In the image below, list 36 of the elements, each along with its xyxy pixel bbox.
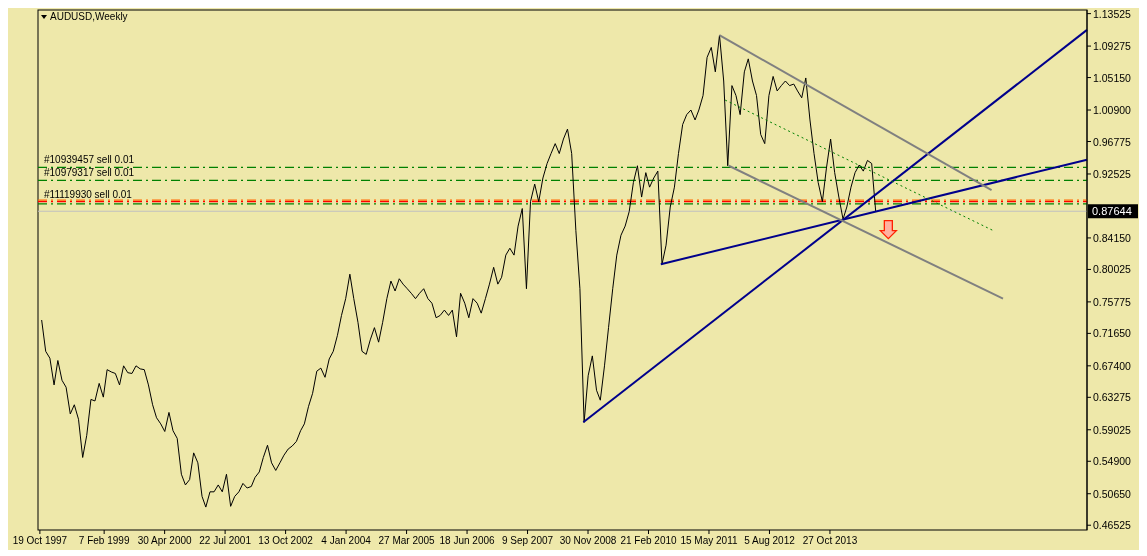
y-tick-label: 0.84150 [1093,231,1132,244]
y-tick-label: 0.80025 [1093,263,1132,276]
y-tick-label: 0.63275 [1093,391,1132,404]
y-tick-label: 0.54900 [1093,455,1132,468]
ref-line-label: #11119930 sell 0.01 [44,188,133,200]
x-tick-label: 13 Oct 2002 [258,535,314,546]
y-tick-label: 1.05150 [1093,71,1132,84]
y-tick-label: 1.00900 [1093,104,1132,117]
y-tick-label: 0.71650 [1093,327,1132,340]
x-tick-label: 30 Nov 2008 [559,535,617,546]
chart-title: AUDUSD,Weekly [50,11,128,22]
x-tick-label: 5 Aug 2012 [744,535,796,546]
y-tick-label: 1.09275 [1093,40,1132,53]
x-tick-label: 30 Apr 2000 [137,535,193,546]
x-tick-label: 27 Mar 2005 [378,535,436,546]
y-tick-label: 0.59025 [1093,423,1132,436]
ref-line-label: #10979317 sell 0.01 [44,167,135,179]
line-series [41,34,877,508]
x-tick-label: 7 Feb 1999 [78,535,130,546]
y-tick-label: 0.67400 [1093,359,1132,372]
y-tick-label: 0.75775 [1093,295,1132,308]
ref-line-label: 0.87644 [1092,205,1132,218]
y-tick-label: 0.96775 [1093,135,1132,148]
x-tick-label: 4 Jan 2004 [321,535,372,546]
x-tick-label: 19 Oct 1997 [12,535,68,546]
y-tick-label: 0.50650 [1093,487,1132,500]
y-tick-label: 0.92525 [1093,167,1132,180]
x-tick-label: 15 May 2011 [680,535,738,546]
ref-line-label: #10939457 sell 0.01 [44,154,135,166]
y-tick-label: 0.46525 [1093,519,1132,532]
x-tick-label: 27 Oct 2013 [802,535,858,546]
y-tick-label: 1.13525 [1093,7,1132,20]
x-tick-label: 21 Feb 2010 [620,535,678,546]
x-tick-label: 9 Sep 2007 [501,535,554,546]
x-tick-label: 22 Jul 2001 [199,535,252,546]
x-tick-label: 18 Jun 2006 [439,535,496,546]
